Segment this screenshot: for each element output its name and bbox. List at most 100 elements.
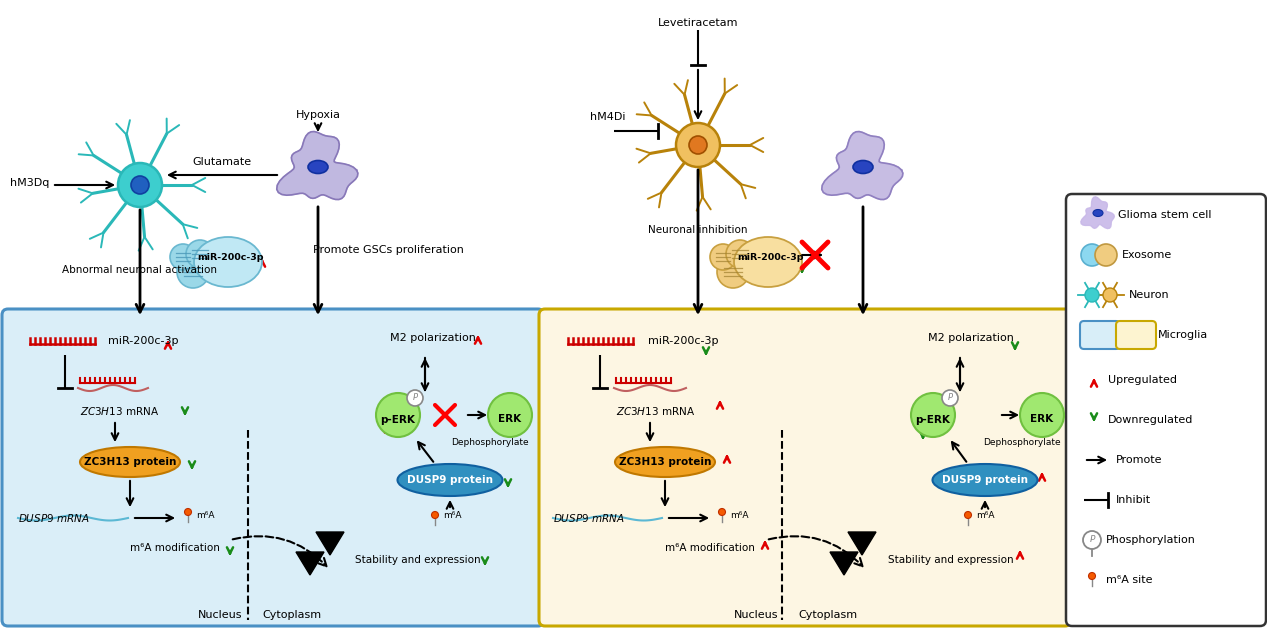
- FancyBboxPatch shape: [1079, 321, 1120, 349]
- Text: miR-200c-3p: miR-200c-3p: [196, 254, 264, 262]
- Text: Neuronal inhibition: Neuronal inhibition: [649, 225, 748, 235]
- Text: Microglia: Microglia: [1158, 330, 1209, 340]
- Text: $\it{DUSP9}$ mRNA: $\it{DUSP9}$ mRNA: [552, 512, 625, 524]
- Text: Hypoxia: Hypoxia: [295, 110, 341, 120]
- Text: $\it{DUSP9}$ mRNA: $\it{DUSP9}$ mRNA: [18, 512, 90, 524]
- Text: DUSP9 protein: DUSP9 protein: [941, 475, 1028, 485]
- Ellipse shape: [308, 160, 328, 174]
- Circle shape: [186, 240, 214, 268]
- Text: M2 polarization: M2 polarization: [927, 333, 1014, 343]
- Ellipse shape: [1093, 209, 1104, 216]
- Ellipse shape: [853, 160, 873, 174]
- Text: ZC3H13 protein: ZC3H13 protein: [618, 457, 711, 467]
- Text: Phosphorylation: Phosphorylation: [1106, 535, 1196, 545]
- Text: Cytoplasm: Cytoplasm: [262, 610, 322, 620]
- Text: P: P: [948, 394, 953, 403]
- Circle shape: [170, 244, 196, 270]
- Text: miR-200c-3p: miR-200c-3p: [647, 336, 718, 346]
- FancyBboxPatch shape: [3, 309, 544, 626]
- Text: Stability and expression: Stability and expression: [355, 555, 480, 565]
- Text: Upregulated: Upregulated: [1109, 375, 1177, 385]
- Text: m⁶A: m⁶A: [976, 512, 995, 521]
- Ellipse shape: [80, 447, 180, 477]
- Polygon shape: [276, 132, 357, 200]
- Text: P: P: [1090, 536, 1095, 545]
- Circle shape: [689, 136, 707, 154]
- Text: m⁶A: m⁶A: [730, 512, 749, 521]
- Text: P: P: [413, 394, 418, 403]
- Circle shape: [407, 390, 423, 406]
- Circle shape: [717, 256, 749, 288]
- Circle shape: [185, 508, 191, 515]
- Text: p-ERK: p-ERK: [380, 415, 416, 425]
- Text: Exosome: Exosome: [1123, 250, 1172, 260]
- Ellipse shape: [398, 464, 503, 496]
- Text: Abnormal neuronal activation: Abnormal neuronal activation: [62, 265, 218, 275]
- Text: Nucleus: Nucleus: [734, 610, 778, 620]
- Polygon shape: [1081, 197, 1114, 229]
- Circle shape: [1020, 393, 1064, 437]
- Text: m⁶A modification: m⁶A modification: [131, 543, 220, 553]
- Text: Levetiracetam: Levetiracetam: [658, 18, 739, 28]
- Text: hM4Di: hM4Di: [590, 112, 626, 122]
- Text: Downregulated: Downregulated: [1109, 415, 1194, 425]
- Text: m⁶A site: m⁶A site: [1106, 575, 1153, 585]
- Circle shape: [1095, 244, 1117, 266]
- Text: m⁶A: m⁶A: [196, 512, 214, 521]
- Polygon shape: [315, 532, 345, 555]
- Polygon shape: [848, 532, 875, 555]
- Circle shape: [726, 240, 754, 268]
- Text: Nucleus: Nucleus: [198, 610, 242, 620]
- Text: Neuron: Neuron: [1129, 290, 1169, 300]
- Text: Promote: Promote: [1116, 455, 1163, 465]
- Circle shape: [131, 176, 150, 194]
- Text: $\it{ZC3H13}$ mRNA: $\it{ZC3H13}$ mRNA: [616, 405, 696, 417]
- Text: ZC3H13 protein: ZC3H13 protein: [84, 457, 176, 467]
- Circle shape: [432, 512, 438, 519]
- Circle shape: [488, 393, 532, 437]
- Circle shape: [710, 244, 736, 270]
- Circle shape: [941, 390, 958, 406]
- Circle shape: [376, 393, 419, 437]
- Text: Promote GSCs proliferation: Promote GSCs proliferation: [313, 245, 464, 255]
- Text: ERK: ERK: [498, 414, 522, 424]
- Circle shape: [677, 123, 720, 167]
- Text: Cytoplasm: Cytoplasm: [798, 610, 858, 620]
- Circle shape: [718, 508, 726, 515]
- FancyBboxPatch shape: [538, 309, 1071, 626]
- Ellipse shape: [933, 464, 1038, 496]
- Text: m⁶A: m⁶A: [443, 512, 461, 521]
- Text: DUSP9 protein: DUSP9 protein: [407, 475, 493, 485]
- Text: ERK: ERK: [1030, 414, 1054, 424]
- Text: Inhibit: Inhibit: [1116, 495, 1152, 505]
- Text: Glioma stem cell: Glioma stem cell: [1117, 210, 1211, 220]
- Circle shape: [1104, 288, 1117, 302]
- Circle shape: [1083, 531, 1101, 549]
- FancyBboxPatch shape: [1116, 321, 1156, 349]
- Text: m⁶A modification: m⁶A modification: [665, 543, 755, 553]
- Text: Glutamate: Glutamate: [193, 157, 252, 167]
- Polygon shape: [822, 132, 903, 200]
- Text: p-ERK: p-ERK: [916, 415, 950, 425]
- Ellipse shape: [194, 237, 262, 287]
- Text: Dephosphorylate: Dephosphorylate: [983, 438, 1060, 447]
- Text: miR-200c-3p: miR-200c-3p: [108, 336, 179, 346]
- Text: $\it{ZC3H13}$ mRNA: $\it{ZC3H13}$ mRNA: [80, 405, 160, 417]
- Circle shape: [118, 163, 162, 207]
- FancyBboxPatch shape: [1066, 194, 1266, 626]
- Text: hM3Dq: hM3Dq: [10, 178, 49, 188]
- Text: Dephosphorylate: Dephosphorylate: [451, 438, 528, 447]
- Circle shape: [964, 512, 972, 519]
- Ellipse shape: [734, 237, 802, 287]
- Polygon shape: [830, 552, 858, 575]
- Text: Stability and expression: Stability and expression: [888, 555, 1014, 565]
- Circle shape: [1085, 288, 1098, 302]
- Circle shape: [911, 393, 955, 437]
- Text: miR-200c-3p: miR-200c-3p: [736, 254, 803, 262]
- Circle shape: [1088, 573, 1096, 579]
- Ellipse shape: [614, 447, 715, 477]
- Circle shape: [177, 256, 209, 288]
- Circle shape: [1081, 244, 1104, 266]
- Polygon shape: [296, 552, 324, 575]
- Text: M2 polarization: M2 polarization: [390, 333, 476, 343]
